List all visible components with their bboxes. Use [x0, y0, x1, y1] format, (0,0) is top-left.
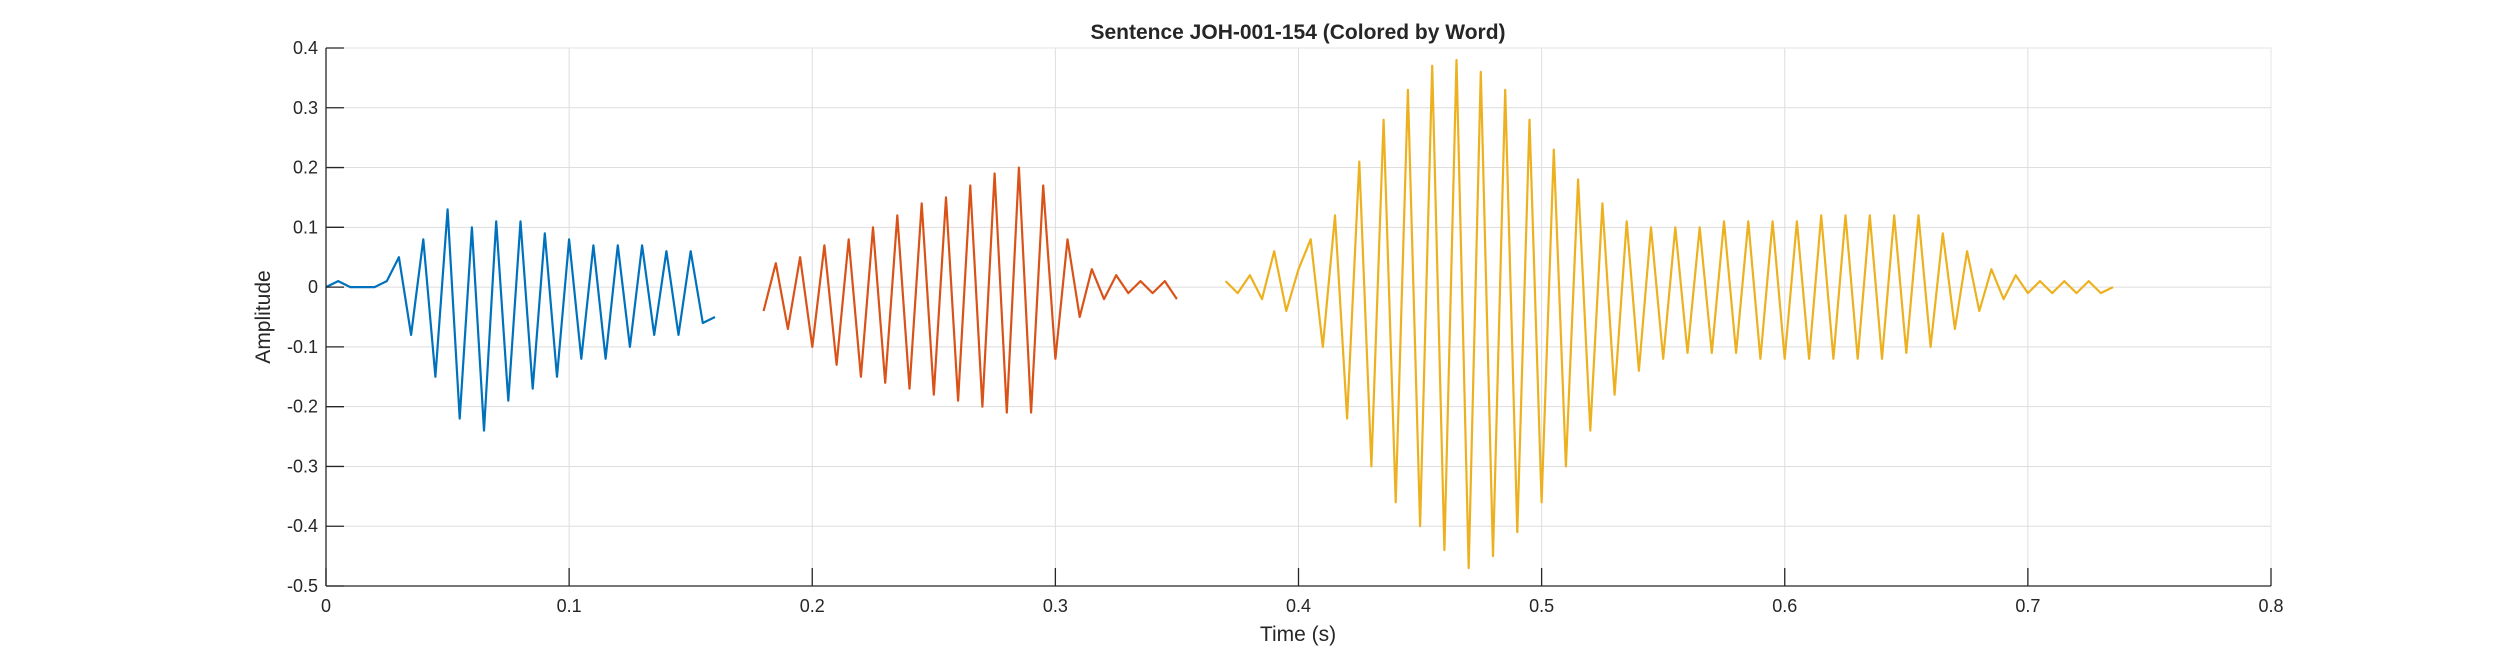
series-line-2 — [762, 166, 1178, 414]
y-tick-label: 0.1 — [293, 217, 318, 237]
x-tick-label: 0.4 — [1286, 596, 1311, 616]
y-tick-label: -0.2 — [287, 397, 318, 417]
y-tick-label: -0.4 — [287, 516, 318, 536]
tick-labels: 0 0.1 0.2 0.3 0.4 0.5 0.6 0.7 0.8 -0.5 -0.4 -0.3 -0.… — [287, 38, 2284, 616]
y-tick-label: -0.5 — [287, 576, 318, 596]
axes — [325, 47, 2272, 587]
x-tick-label: 0.7 — [2015, 596, 2040, 616]
x-tick-label: 0.1 — [557, 596, 582, 616]
x-tick-label: 0.3 — [1043, 596, 1068, 616]
series-line-1 — [325, 208, 716, 432]
series-group — [325, 58, 2114, 570]
chart-title: Sentence JOH-001-154 (Colored by Word) — [1090, 21, 1505, 44]
y-tick-label: 0.2 — [293, 158, 318, 178]
y-tick-label: 0 — [308, 277, 318, 297]
x-tick-label: 0.2 — [800, 596, 825, 616]
x-tick-label: 0 — [321, 596, 331, 616]
y-axis-label: Amplitude — [252, 270, 275, 363]
x-tick-label: 0.5 — [1529, 596, 1554, 616]
x-tick-label: 0.6 — [1772, 596, 1797, 616]
y-tick-label: -0.3 — [287, 456, 318, 476]
y-tick-label: 0.3 — [293, 98, 318, 118]
y-tick-label: 0.4 — [293, 38, 318, 58]
x-axis-label: Time (s) — [1260, 623, 1336, 646]
series-line-3 — [1224, 58, 2114, 570]
y-tick-label: -0.1 — [287, 337, 318, 357]
x-tick-label: 0.8 — [2258, 596, 2283, 616]
